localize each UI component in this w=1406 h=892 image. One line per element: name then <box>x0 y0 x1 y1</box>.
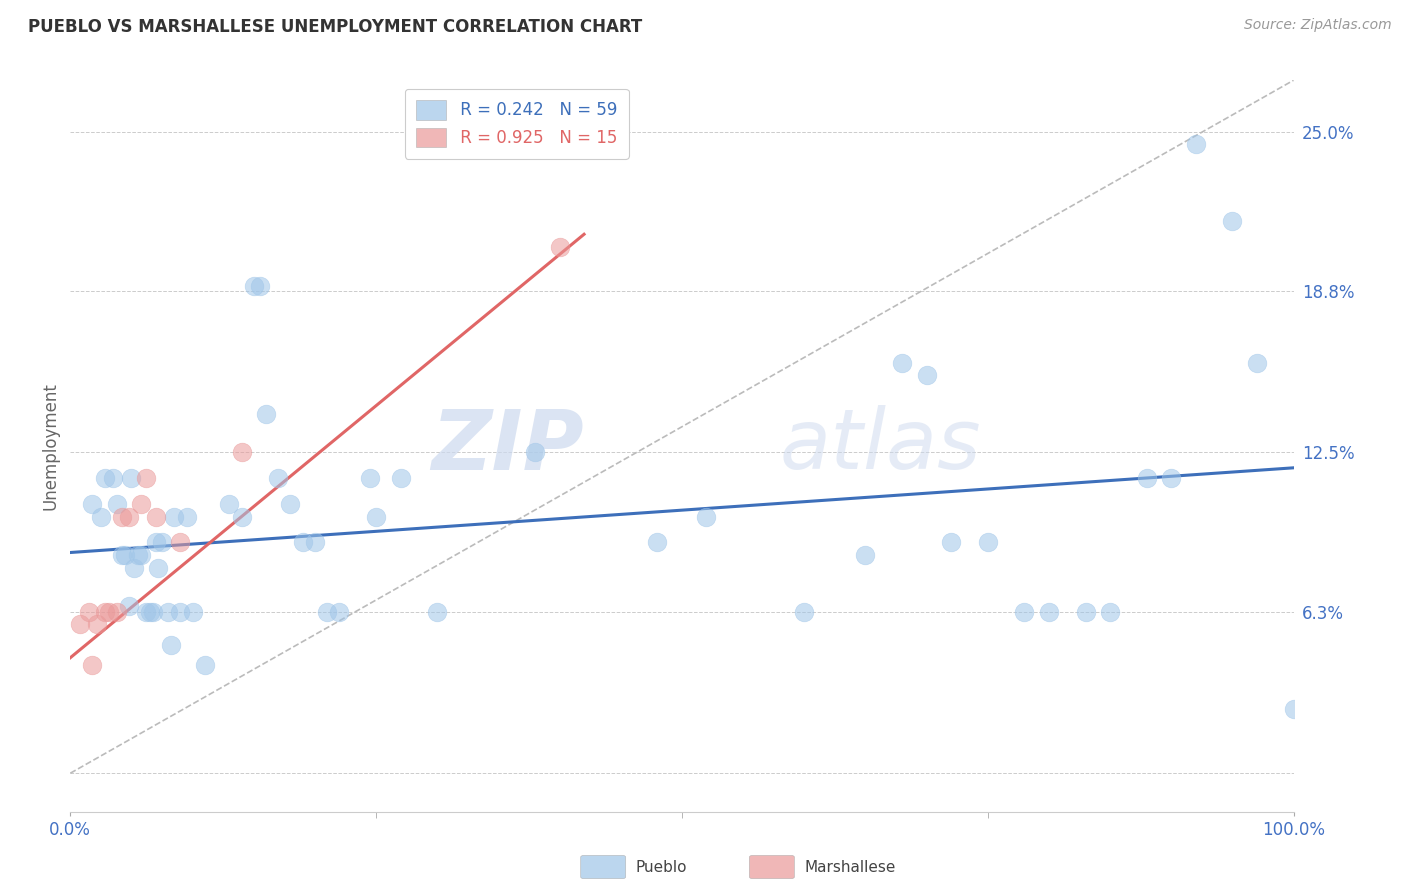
Point <box>86 617 108 632</box>
Point <box>243 278 266 293</box>
Point <box>111 509 134 524</box>
Point <box>114 548 136 562</box>
Point <box>855 548 877 562</box>
Point <box>267 471 290 485</box>
Point <box>145 535 167 549</box>
Point <box>426 605 449 619</box>
Point <box>105 497 128 511</box>
Point <box>150 535 173 549</box>
Point <box>915 368 938 383</box>
Point <box>231 509 253 524</box>
Point <box>328 605 350 619</box>
Point <box>218 497 240 511</box>
Point <box>69 617 91 632</box>
Point <box>101 471 124 485</box>
Point <box>976 535 998 549</box>
Point <box>98 605 121 619</box>
Point <box>231 445 253 459</box>
Point <box>176 509 198 524</box>
Point <box>127 548 149 562</box>
Point <box>316 605 339 619</box>
Point <box>1220 214 1243 228</box>
Point <box>169 605 191 619</box>
Text: atlas: atlas <box>780 406 981 486</box>
Point <box>1282 702 1305 716</box>
Text: Marshallese: Marshallese <box>804 860 896 874</box>
Point <box>142 605 165 619</box>
Point <box>181 605 204 619</box>
Point <box>1099 605 1122 619</box>
Point <box>304 535 326 549</box>
Y-axis label: Unemployment: Unemployment <box>41 382 59 510</box>
Point <box>1246 355 1268 369</box>
Point <box>1038 605 1060 619</box>
Point <box>359 471 381 485</box>
Point <box>93 471 115 485</box>
Legend:  R = 0.242   N = 59,  R = 0.925   N = 15: R = 0.242 N = 59, R = 0.925 N = 15 <box>405 88 628 159</box>
Point <box>524 445 547 459</box>
Point <box>135 471 157 485</box>
Point <box>1136 471 1159 485</box>
Point <box>647 535 669 549</box>
Point <box>118 509 141 524</box>
Point <box>118 599 141 614</box>
Point <box>280 497 302 511</box>
Point <box>90 509 112 524</box>
Point <box>93 605 115 619</box>
Point <box>145 509 167 524</box>
Point <box>548 240 571 254</box>
Point <box>1074 605 1097 619</box>
Point <box>157 605 180 619</box>
Text: ZIP: ZIP <box>432 406 583 486</box>
Point <box>939 535 962 549</box>
Point <box>121 471 143 485</box>
Text: PUEBLO VS MARSHALLESE UNEMPLOYMENT CORRELATION CHART: PUEBLO VS MARSHALLESE UNEMPLOYMENT CORRE… <box>28 18 643 36</box>
Point <box>1184 137 1206 152</box>
Point <box>129 548 152 562</box>
Point <box>1014 605 1036 619</box>
Point <box>159 638 181 652</box>
Point <box>389 471 412 485</box>
Point <box>249 278 271 293</box>
Point <box>163 509 186 524</box>
Point <box>169 535 191 549</box>
Point <box>135 605 157 619</box>
Point <box>254 407 277 421</box>
Point <box>148 561 170 575</box>
Point <box>695 509 717 524</box>
Point <box>139 605 162 619</box>
Point <box>129 497 152 511</box>
Text: Source: ZipAtlas.com: Source: ZipAtlas.com <box>1244 18 1392 32</box>
Text: Pueblo: Pueblo <box>636 860 688 874</box>
Point <box>891 355 914 369</box>
Point <box>111 548 134 562</box>
Point <box>105 605 128 619</box>
Point <box>793 605 815 619</box>
Point <box>77 605 100 619</box>
Point <box>291 535 314 549</box>
Point <box>1160 471 1182 485</box>
Point <box>366 509 388 524</box>
Point <box>122 561 145 575</box>
Point <box>82 497 104 511</box>
Point <box>194 658 217 673</box>
Point <box>82 658 104 673</box>
